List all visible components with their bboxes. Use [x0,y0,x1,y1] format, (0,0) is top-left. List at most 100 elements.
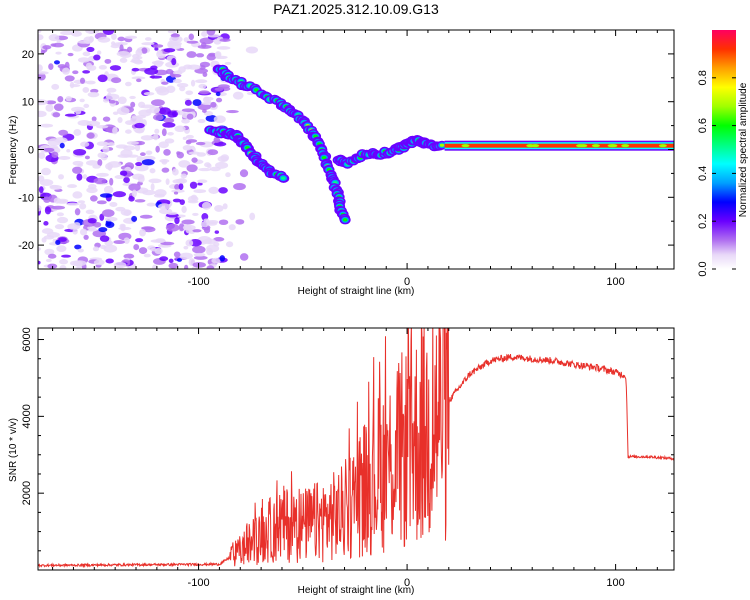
noise-blob [134,199,146,203]
noise-blob [165,85,176,94]
noise-blob [44,248,55,256]
noise-blob [172,198,182,203]
noise-blob [86,120,101,127]
noise-blob [142,155,156,161]
noise-blob [57,64,67,69]
noise-blob [198,90,210,95]
noise-blob [84,155,90,160]
x-tick-label: -100 [188,577,210,589]
noise-blob [103,244,118,253]
noise-blob [77,248,84,253]
noise-blob [51,205,66,210]
noise-blob [97,36,111,43]
noise-blob [174,125,186,133]
noise-blob [192,229,202,233]
noise-blob [208,186,220,194]
noise-blob [182,224,196,231]
noise-blob [117,117,123,123]
noise-blob [43,147,55,152]
noise-blob [228,224,236,231]
y-tick-label: 20 [22,49,34,61]
noise-blob [85,160,99,166]
noise-blob [41,167,51,176]
noise-blob [192,245,206,254]
noise-blob [105,93,120,100]
noise-blob [225,172,231,178]
noise-blob [104,58,112,64]
noise-blob [139,228,146,237]
y-tick-label: -10 [18,192,34,204]
noise-blob [201,31,208,37]
noise-blob [211,257,221,264]
tone-spot [461,144,470,148]
noise-blob [239,253,249,261]
noise-blob [163,48,176,53]
noise-blob [138,247,148,255]
snr-frame [37,327,675,571]
noise-blob [109,65,122,71]
noise-blob [88,183,97,190]
noise-blob [131,115,138,119]
noise-blob [200,41,207,49]
noise-blob [150,65,158,70]
noise-blob [176,178,188,184]
noise-blob [160,241,175,246]
x-tick-label: 0 [404,577,410,589]
noise-blob [64,75,75,82]
noise-blob [213,237,225,242]
noise-blob [97,159,103,167]
snr-series-line [38,328,674,569]
noise-blob [45,100,57,105]
noise-blob [117,42,128,46]
noise-cloud [38,30,259,269]
noise-blob [218,187,228,194]
ridge-core [281,176,286,180]
noise-blob [149,75,163,79]
noise-blob [74,244,82,250]
noise-blob [200,221,209,228]
noise-blob [116,107,130,116]
noise-blob [91,116,97,122]
noise-blob [143,92,155,96]
noise-blob [38,99,48,106]
noise-blob [224,61,232,65]
noise-blob [72,260,87,267]
noise-blob [161,81,169,85]
ridge-core [439,143,445,147]
noise-blob [198,83,207,89]
lower-branch [204,125,290,183]
noise-blob [193,189,207,194]
noise-blob [171,73,182,78]
noise-blob [133,59,143,65]
noise-blob [161,128,167,137]
noise-blob [82,174,88,180]
noise-blob [197,118,206,124]
noise-blob [185,140,192,145]
noise-blob [73,128,82,136]
noise-blob [152,114,164,121]
noise-blob [56,245,67,252]
spectral-features [204,64,674,225]
noise-blob [56,216,69,224]
noise-blob [77,200,86,204]
noise-blob [219,255,226,262]
ridge-core [321,156,327,160]
noise-blob [180,173,187,179]
noise-blob [184,264,189,269]
noise-blob [161,167,170,173]
noise-blob [85,62,93,70]
noise-blob [217,84,230,89]
noise-blob [148,178,162,184]
noise-blob [136,78,142,83]
noise-blob [107,161,122,168]
noise-blob [70,30,82,37]
noise-blob [170,33,181,38]
noise-blob [153,193,165,198]
colorbar-tick-label: 0.2 [697,214,709,229]
noise-blob [111,33,117,40]
middle-segment [332,134,448,169]
noise-blob [173,251,181,258]
noise-blob [181,118,190,124]
noise-blob [77,163,83,167]
noise-blob [52,112,61,118]
